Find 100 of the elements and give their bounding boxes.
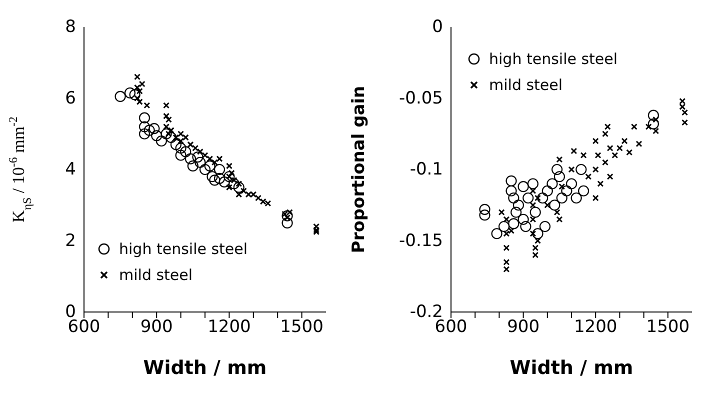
point bbox=[138, 112, 150, 124]
point bbox=[554, 171, 565, 182]
point bbox=[530, 216, 536, 223]
point bbox=[602, 159, 608, 166]
point bbox=[630, 124, 638, 130]
point bbox=[682, 119, 688, 126]
point bbox=[202, 152, 208, 158]
point bbox=[498, 220, 510, 232]
point bbox=[156, 135, 167, 147]
point bbox=[537, 192, 548, 204]
legend-label: high tensile steel bbox=[489, 50, 618, 68]
point bbox=[602, 130, 608, 138]
y-axis-title: Proportional gain bbox=[349, 86, 369, 254]
point bbox=[491, 228, 502, 240]
point bbox=[148, 122, 160, 134]
x-tick-label: 1500 bbox=[280, 317, 324, 338]
point bbox=[206, 156, 214, 162]
point bbox=[532, 228, 544, 240]
point bbox=[282, 210, 293, 222]
point bbox=[556, 156, 563, 163]
point bbox=[226, 162, 232, 170]
x-tick-label: 900 bbox=[507, 317, 540, 338]
legend-label: high tensile steel bbox=[119, 240, 248, 258]
point bbox=[194, 156, 206, 168]
point bbox=[196, 148, 204, 155]
point bbox=[163, 112, 170, 120]
point bbox=[228, 178, 240, 190]
point bbox=[648, 118, 659, 130]
point bbox=[479, 210, 490, 221]
point bbox=[187, 141, 194, 148]
point bbox=[178, 130, 184, 138]
point bbox=[134, 84, 140, 91]
point bbox=[136, 88, 143, 94]
point bbox=[518, 181, 529, 192]
x-axis-title: Width / mm bbox=[510, 357, 634, 379]
point bbox=[554, 209, 560, 216]
point bbox=[138, 80, 146, 88]
point bbox=[138, 121, 150, 132]
point bbox=[214, 172, 226, 184]
point bbox=[522, 192, 534, 204]
point bbox=[172, 134, 180, 141]
point bbox=[138, 128, 150, 140]
y-tick-label: 8 bbox=[65, 17, 76, 37]
point bbox=[652, 116, 660, 123]
point bbox=[209, 174, 220, 186]
y-tick-label: -0.15 bbox=[399, 230, 443, 251]
point bbox=[144, 124, 155, 136]
point bbox=[566, 178, 578, 190]
point bbox=[136, 98, 143, 106]
point bbox=[532, 252, 539, 258]
point bbox=[594, 152, 602, 158]
y-tick-label: -0.05 bbox=[399, 88, 443, 108]
point bbox=[165, 116, 172, 123]
point bbox=[512, 200, 524, 211]
point bbox=[184, 153, 196, 164]
point bbox=[192, 151, 204, 163]
point bbox=[534, 194, 542, 202]
x-axis-title: Width / mm bbox=[143, 357, 267, 379]
point bbox=[214, 164, 226, 176]
x-tick-label: 1200 bbox=[208, 317, 251, 338]
y-tick-label: 0 bbox=[432, 17, 443, 37]
point bbox=[187, 160, 198, 172]
point bbox=[218, 176, 230, 188]
legend-label: mild steel bbox=[119, 266, 193, 284]
point bbox=[597, 180, 604, 187]
point bbox=[166, 132, 177, 143]
point bbox=[551, 164, 563, 176]
x-tick-label: 900 bbox=[140, 317, 173, 338]
point bbox=[211, 159, 218, 166]
point bbox=[170, 139, 182, 150]
point bbox=[216, 156, 223, 162]
point bbox=[206, 171, 218, 182]
point bbox=[616, 144, 623, 152]
x-tick-label: 1500 bbox=[646, 317, 690, 338]
y-tick-label: 6 bbox=[65, 88, 76, 108]
point bbox=[163, 124, 170, 130]
point bbox=[558, 183, 566, 190]
point bbox=[578, 185, 590, 196]
point bbox=[606, 144, 614, 152]
point bbox=[175, 150, 186, 161]
point bbox=[679, 98, 686, 104]
point bbox=[180, 146, 192, 158]
point bbox=[313, 226, 320, 234]
legend-label: mild steel bbox=[489, 76, 563, 94]
point bbox=[585, 173, 592, 180]
point bbox=[604, 124, 611, 130]
point bbox=[479, 204, 490, 215]
point bbox=[534, 238, 542, 244]
point bbox=[224, 171, 235, 182]
point bbox=[506, 175, 517, 186]
point bbox=[580, 152, 587, 158]
point bbox=[576, 164, 587, 176]
point bbox=[503, 216, 510, 223]
point bbox=[204, 160, 216, 172]
point bbox=[226, 184, 232, 191]
point bbox=[648, 110, 659, 121]
point bbox=[163, 102, 170, 109]
point bbox=[282, 217, 293, 228]
point bbox=[621, 138, 628, 144]
point bbox=[168, 127, 174, 134]
